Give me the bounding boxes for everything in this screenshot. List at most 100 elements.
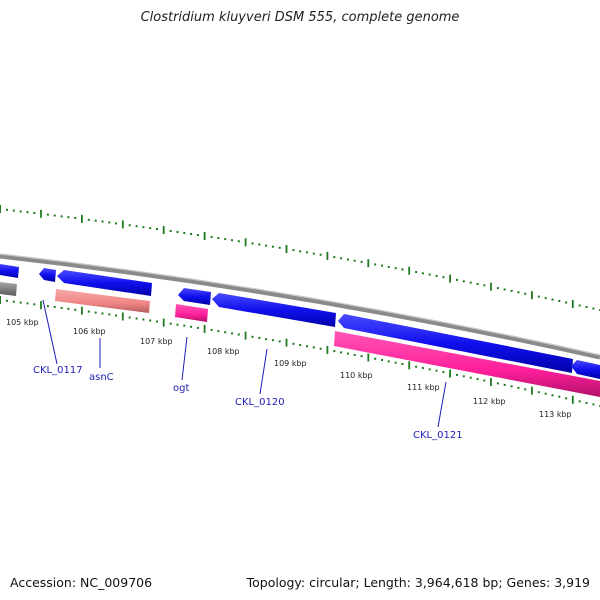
gene-feature-asnc[interactable]	[55, 289, 150, 313]
minor-tick	[319, 347, 322, 350]
scale-label-110: 110 kbp	[340, 371, 373, 380]
minor-tick	[115, 314, 118, 317]
minor-tick	[483, 284, 486, 287]
minor-tick	[217, 237, 220, 240]
minor-tick	[394, 361, 397, 364]
major-tick	[162, 226, 165, 234]
cds-arrow[interactable]	[57, 270, 152, 296]
minor-tick	[428, 368, 431, 371]
minor-tick	[101, 312, 104, 315]
minor-tick	[469, 376, 472, 379]
minor-tick	[374, 263, 377, 266]
accession-info: Accession: NC_009706	[10, 575, 153, 590]
minor-tick	[578, 304, 581, 307]
minor-tick	[251, 242, 254, 245]
major-tick	[449, 274, 451, 283]
minor-tick	[6, 208, 8, 211]
minor-tick	[26, 211, 29, 214]
minor-tick	[360, 260, 363, 263]
minor-tick	[74, 308, 77, 311]
minor-tick	[353, 259, 356, 262]
minor-tick	[67, 216, 70, 219]
minor-tick	[333, 350, 336, 353]
minor-tick	[87, 218, 90, 221]
minor-tick	[94, 219, 97, 222]
major-tick	[490, 282, 492, 291]
gene-label-ckl-0117[interactable]: CKL_0117	[33, 365, 83, 376]
minor-tick	[585, 401, 588, 404]
cds-arrow[interactable]	[178, 288, 211, 305]
minor-tick	[510, 289, 513, 292]
minor-tick	[462, 375, 465, 378]
minor-tick	[421, 367, 424, 369]
minor-tick	[401, 363, 404, 365]
minor-tick	[176, 231, 179, 233]
minor-tick	[258, 336, 261, 339]
minor-tick	[278, 246, 281, 249]
scale-label-113: 113 kbp	[539, 410, 572, 419]
minor-tick	[169, 322, 172, 325]
minor-tick	[12, 300, 15, 303]
major-tick	[326, 251, 329, 260]
cds-arrow[interactable]	[212, 293, 336, 327]
gene-feature[interactable]	[0, 282, 17, 296]
minor-tick	[108, 221, 111, 224]
minor-tick	[456, 278, 458, 281]
minor-tick	[346, 258, 349, 261]
minor-tick	[503, 288, 506, 291]
scale-label-112: 112 kbp	[473, 397, 506, 406]
major-tick	[367, 353, 370, 362]
major-tick	[490, 378, 492, 386]
minor-tick	[333, 256, 336, 259]
major-tick	[162, 318, 165, 327]
cds-arrow[interactable]	[571, 360, 600, 379]
minor-tick	[271, 245, 274, 248]
minor-tick	[101, 220, 104, 223]
gene-feature-ogt[interactable]	[175, 304, 208, 322]
minor-tick	[115, 222, 118, 225]
minor-tick	[476, 283, 479, 285]
minor-tick	[53, 214, 56, 217]
scale-label-111: 111 kbp	[407, 383, 440, 392]
minor-tick	[340, 351, 343, 354]
cds-arrow[interactable]	[39, 268, 56, 282]
major-tick	[571, 395, 574, 404]
minor-tick	[46, 213, 49, 216]
minor-tick	[510, 385, 513, 388]
minor-tick	[169, 230, 172, 232]
cds-arrow[interactable]	[0, 264, 19, 278]
major-tick	[408, 361, 411, 370]
gene-label-ogt[interactable]: ogt	[173, 383, 189, 394]
major-tick	[81, 214, 83, 223]
minor-tick	[67, 307, 70, 310]
minor-tick	[265, 244, 268, 247]
minor-tick	[292, 249, 295, 252]
gene-feature-ckl-0121[interactable]	[334, 331, 600, 397]
minor-tick	[299, 250, 302, 253]
minor-tick	[183, 232, 186, 234]
minor-tick	[578, 400, 581, 403]
gene-label-ckl-0120[interactable]: CKL_0120	[235, 397, 285, 408]
cds-arrow[interactable]	[338, 314, 573, 373]
minor-tick	[558, 395, 561, 398]
major-tick	[571, 300, 574, 308]
minor-tick	[381, 359, 383, 361]
minor-tick	[456, 373, 458, 376]
minor-tick	[496, 382, 499, 385]
leader-line-ckl-0120	[259, 348, 268, 395]
minor-tick	[183, 324, 186, 327]
minor-tick	[421, 272, 424, 275]
scale-label-105: 105 kbp	[6, 318, 39, 327]
scale-label-107: 107 kbp	[140, 337, 173, 346]
minor-tick	[476, 378, 479, 381]
topology-info: Topology: circular; Length: 3,964,618 bp…	[246, 575, 590, 590]
minor-tick	[231, 332, 233, 335]
minor-tick	[544, 297, 547, 300]
minor-tick	[217, 330, 220, 333]
gene-label-ckl-0121[interactable]: CKL_0121	[413, 430, 463, 441]
minor-tick	[224, 238, 227, 241]
minor-tick	[135, 317, 138, 320]
minor-tick	[306, 251, 308, 254]
gene-label-asnc[interactable]: asnC	[89, 372, 114, 383]
